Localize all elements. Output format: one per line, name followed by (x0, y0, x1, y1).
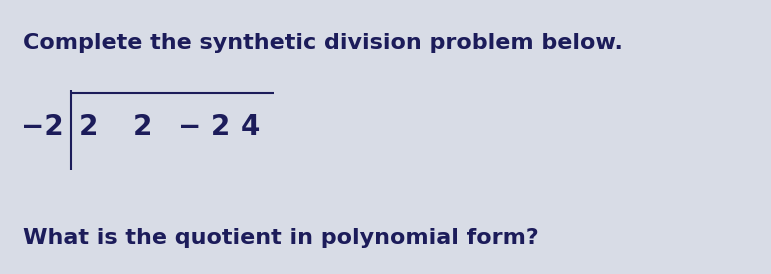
Text: What is the quotient in polynomial form?: What is the quotient in polynomial form? (23, 229, 539, 248)
Text: Complete the synthetic division problem below.: Complete the synthetic division problem … (23, 33, 623, 53)
Text: 2: 2 (133, 113, 153, 141)
Text: − 2: − 2 (178, 113, 231, 141)
Text: 2: 2 (79, 113, 99, 141)
Text: −2: −2 (21, 113, 64, 141)
Text: 4: 4 (241, 113, 261, 141)
